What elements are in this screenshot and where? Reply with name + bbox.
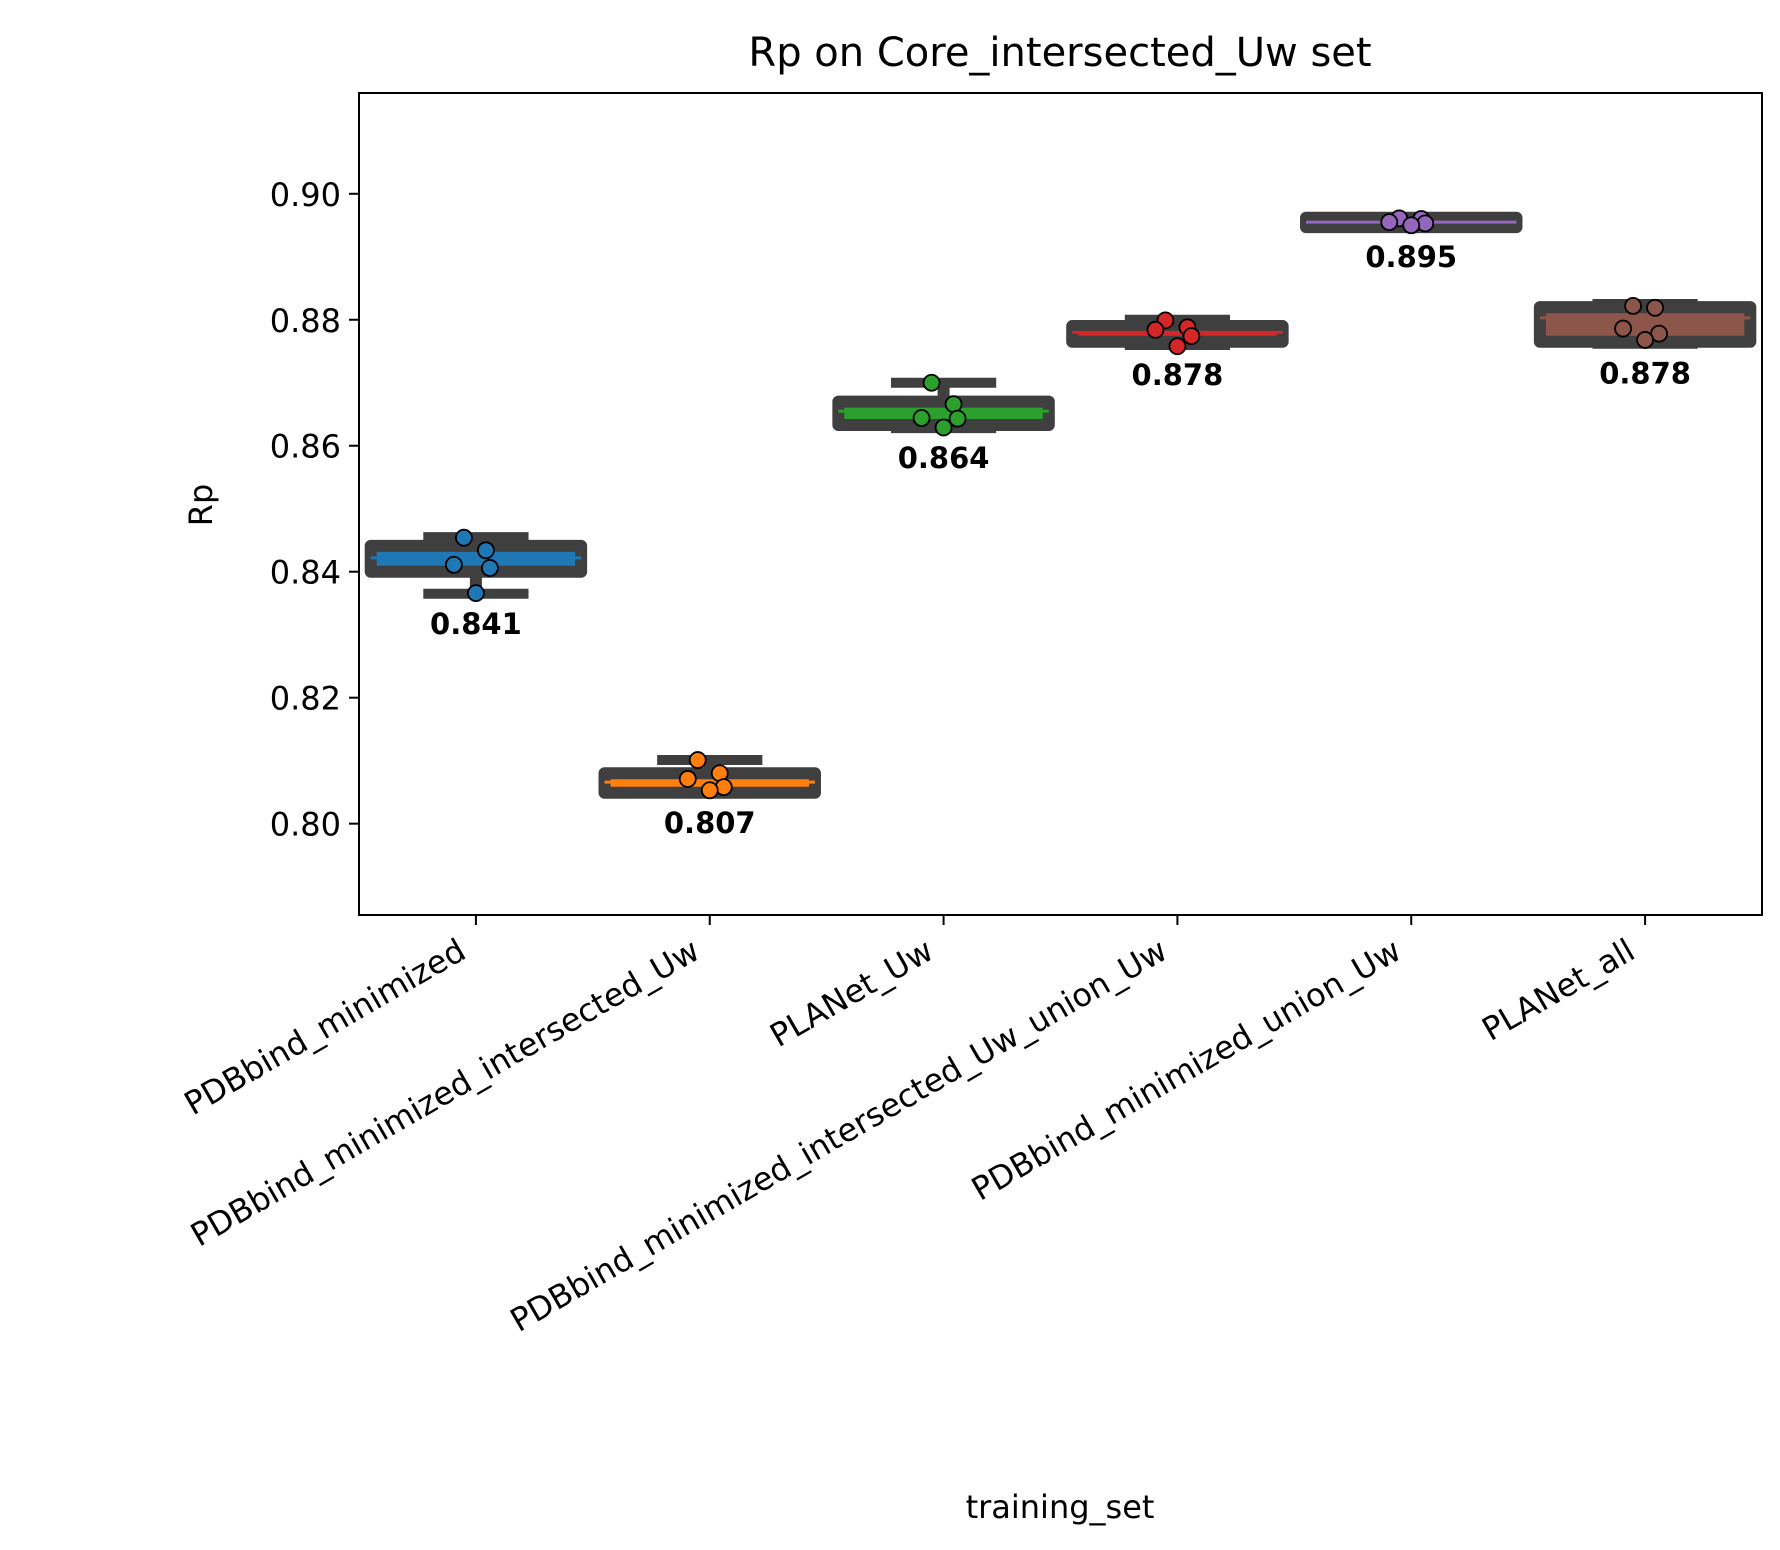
data-point — [678, 770, 697, 788]
y-axis: 0.80 0.82 0.84 0.86 0.88 0.90 — [270, 176, 359, 844]
data-point — [1380, 213, 1399, 232]
y-tick-label: 0.82 — [270, 680, 341, 718]
y-tick-label: 0.80 — [270, 806, 341, 844]
mean-label: 0.895 — [1365, 240, 1457, 274]
mean-label: 0.841 — [430, 607, 522, 641]
x-tick-label: PLANet_all — [1475, 931, 1641, 1049]
x-axis-label: training_set — [966, 1488, 1155, 1526]
x-tick-label: PLANet_Uw — [763, 931, 939, 1055]
data-point — [445, 555, 463, 574]
plot-frame — [358, 92, 1763, 916]
data-point — [948, 409, 967, 428]
x-tick-label: PDBbind_minimized_union_Uw — [965, 931, 1407, 1208]
data-point — [1646, 298, 1664, 317]
data-point — [481, 559, 499, 577]
data-point — [1624, 297, 1642, 315]
data-point — [1402, 216, 1421, 235]
x-axis: PDBbind_minimizedPDBbind_minimized_inter… — [178, 915, 1647, 1340]
data-point — [922, 373, 941, 392]
mean-label: 0.864 — [898, 441, 990, 475]
data-point — [700, 781, 719, 800]
data-point — [1168, 337, 1187, 356]
mean-label: 0.807 — [664, 806, 756, 840]
data-point — [1614, 319, 1632, 338]
y-tick-label: 0.86 — [270, 428, 341, 466]
data-point — [934, 418, 953, 437]
data-point — [1636, 331, 1654, 349]
box-layer — [364, 211, 1757, 799]
data-point — [912, 409, 931, 427]
y-tick-label: 0.90 — [270, 176, 341, 214]
y-tick-label: 0.84 — [270, 554, 341, 592]
y-axis-label: Rp — [182, 484, 220, 527]
data-point — [467, 584, 485, 603]
mean-label: 0.878 — [1599, 357, 1691, 391]
data-point — [688, 751, 707, 769]
data-point — [477, 541, 495, 560]
data-point — [1182, 327, 1201, 346]
mean-labels-layer: 0.841 0.807 0.864 0.878 0.895 0.878 — [430, 240, 1691, 840]
y-tick-label: 0.88 — [270, 302, 341, 340]
mean-label: 0.878 — [1132, 358, 1224, 392]
points-layer — [445, 209, 1668, 800]
box-1 — [364, 532, 588, 599]
chart-title: Rp on Core_intersected_Uw set — [748, 30, 1371, 76]
data-point — [455, 528, 473, 547]
data-point — [1146, 320, 1165, 339]
data-point — [944, 395, 963, 414]
